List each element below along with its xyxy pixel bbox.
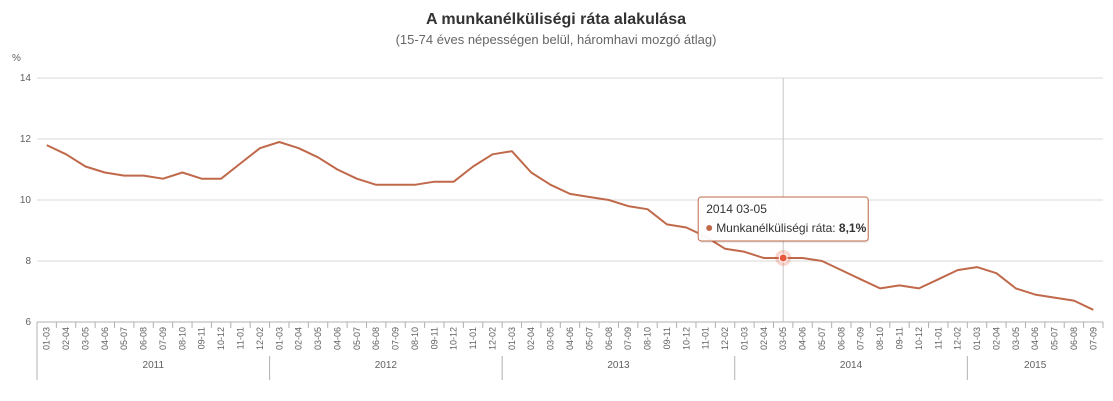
y-tick-label: 14 [20,73,32,84]
x-tick-label: 03-05 [313,327,323,350]
y-tick-label: 12 [20,134,32,145]
x-tick-label: 07-09 [1088,327,1098,350]
x-tick-label: 05-07 [817,327,827,350]
x-tick-label: 01-03 [739,327,749,350]
x-tick-label: 07-09 [158,327,168,350]
x-tick-label: 08-10 [177,327,187,350]
x-tick-label: 03-05 [80,327,90,350]
x-tick-label: 08-10 [875,327,885,350]
x-tick-label: 10-12 [914,327,924,350]
x-tick-label: 05-07 [119,327,129,350]
x-tick-label: 05-07 [1050,327,1060,350]
x-tick-label: 03-05 [778,327,788,350]
x-axis: 01-03 02-04 03-05 04-06 05-07 06-08 07-09 08-10… [36,321,1104,380]
x-tick-label: 02-04 [61,327,71,350]
y-axis-unit: % [12,53,21,64]
x-tick-label: 01-03 [972,327,982,350]
x-tick-label: 09-11 [197,327,207,349]
x-tick-label: 06-08 [371,327,381,350]
x-tick-label: 05-07 [584,327,594,350]
tooltip: 2014 03-05 Munkanélküliségi ráta: 8,1% [697,196,870,243]
tooltip-value: 8,1% [839,221,867,235]
x-tick-label: 11-01 [933,327,943,349]
chart-subtitle: (15-74 éves népességen belül, háromhavi … [396,32,717,47]
series-group [46,78,1094,322]
x-tick-label: 01-03 [42,327,52,350]
year-label: 2014 [840,360,863,371]
x-tick-label: 12-02 [255,327,265,350]
tooltip-series-marker [706,224,713,231]
x-tick-label: 10-12 [449,327,459,350]
chart-title: A munkanélküliségi ráta alakulása [426,11,686,28]
x-tick-label: 03-05 [546,327,556,350]
x-tick-label: 12-02 [953,327,963,350]
x-tick-label: 06-08 [604,327,614,350]
x-tick-label: 04-06 [332,327,342,350]
year-label: 2015 [1024,360,1047,371]
x-tick-label: 11-01 [701,327,711,349]
x-tick-label: 07-09 [856,327,866,350]
x-tick-label: 09-11 [429,327,439,349]
x-tick-label: 07-09 [391,327,401,350]
year-label: 2013 [607,360,630,371]
x-tick-label: 08-10 [643,327,653,350]
y-axis-ticks: 6 8 10 12 14 [20,73,32,328]
x-tick-label: 06-08 [1069,327,1079,350]
x-tick-label: 07-09 [623,327,633,350]
tooltip-series-label: Munkanélküliségi ráta: 8,1% [716,221,866,235]
x-tick-label: 09-11 [662,327,672,349]
grid-lines [37,77,1103,262]
x-tick-label: 01-03 [274,327,284,350]
y-tick-label: 6 [25,317,31,328]
tooltip-header: 2014 03-05 [706,202,767,216]
x-tick-label: 12-02 [487,327,497,350]
x-tick-label: 03-05 [1011,327,1021,350]
x-tick-label: 09-11 [894,327,904,349]
y-tick-label: 8 [25,256,31,267]
x-tick-label: 11-01 [236,327,246,349]
x-tick-label: 12-02 [720,327,730,350]
x-tick-label: 11-01 [468,327,478,349]
x-tick-label: 02-04 [759,327,769,350]
x-tick-label: 06-08 [836,327,846,350]
x-tick-label: 02-04 [991,327,1001,350]
series-line [46,141,1094,311]
x-tick-label: 06-08 [139,327,149,350]
x-tick-label: 10-12 [216,327,226,350]
x-tick-label: 05-07 [352,327,362,350]
x-tick-label: 04-06 [1030,327,1040,350]
x-tick-label: 04-06 [100,327,110,350]
x-tick-label: 10-12 [681,327,691,350]
x-tick-label: 02-04 [526,327,536,350]
x-tick-label: 01-03 [507,327,517,350]
y-tick-label: 10 [20,195,32,206]
x-tick-label: 04-06 [798,327,808,350]
highlight-point [778,253,788,263]
x-tick-label: 02-04 [294,327,304,350]
year-label: 2012 [375,360,398,371]
x-tick-label: 08-10 [410,327,420,350]
year-label: 2011 [143,360,165,371]
tooltip-box [697,196,869,242]
x-tick-label: 04-06 [565,327,575,350]
